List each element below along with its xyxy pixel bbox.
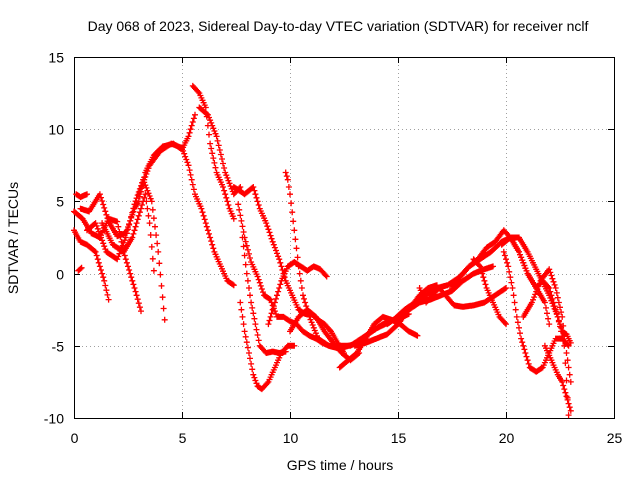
series-arc-14 bbox=[239, 234, 289, 356]
data-point bbox=[287, 306, 363, 364]
series-arc-22 bbox=[416, 285, 509, 310]
series-arc-3 bbox=[73, 191, 90, 201]
chart-title: Day 068 of 2023, Sidereal Day-to-day VTE… bbox=[88, 18, 589, 34]
x-tick-label: 0 bbox=[71, 430, 79, 446]
x-tick-label: 5 bbox=[179, 430, 187, 446]
data-point bbox=[239, 234, 289, 356]
series-arc-17 bbox=[287, 306, 363, 364]
x-tick-label: 10 bbox=[283, 430, 299, 446]
x-tick-label: 20 bbox=[499, 430, 515, 446]
series-arc-27 bbox=[520, 266, 574, 385]
y-tick-label: -10 bbox=[44, 411, 64, 427]
data-point bbox=[282, 169, 412, 352]
data-point bbox=[99, 191, 157, 274]
y-tick-label: 5 bbox=[56, 194, 64, 210]
series-arc-16 bbox=[282, 169, 412, 352]
series-arc-24 bbox=[470, 256, 509, 328]
y-tick-label: 15 bbox=[48, 50, 64, 66]
x-tick-label: 15 bbox=[391, 430, 407, 446]
data-point bbox=[196, 104, 244, 198]
data-point bbox=[135, 140, 237, 289]
data-point bbox=[541, 342, 574, 414]
data-point bbox=[73, 191, 90, 201]
series-arc-28 bbox=[541, 342, 574, 414]
series-arc-13 bbox=[237, 299, 298, 393]
series-arc-7 bbox=[99, 191, 157, 274]
x-tick-labels: 0 5 10 15 20 25 bbox=[71, 430, 623, 446]
y-tick-label: -5 bbox=[52, 339, 65, 355]
series-arc-10 bbox=[196, 104, 244, 198]
series-arc-2 bbox=[71, 208, 144, 315]
x-axis-label: GPS time / hours bbox=[287, 457, 394, 473]
data-point bbox=[416, 285, 509, 310]
y-tick-label: 10 bbox=[48, 122, 64, 138]
series-arc-26 bbox=[500, 248, 572, 375]
data-point bbox=[237, 299, 298, 393]
series-arc-19 bbox=[336, 313, 421, 371]
data-point bbox=[75, 264, 85, 274]
data-point bbox=[470, 256, 509, 328]
data-point bbox=[71, 227, 112, 303]
y-axis-label: SDTVAR / TECUs bbox=[5, 182, 21, 294]
data-points bbox=[71, 82, 574, 419]
plot-frame bbox=[74, 57, 615, 419]
y-tick-label: 0 bbox=[56, 267, 64, 283]
series-arc-4 bbox=[75, 264, 85, 274]
x-tick-label: 25 bbox=[607, 430, 623, 446]
series-arc-8 bbox=[135, 140, 237, 289]
data-point bbox=[71, 208, 144, 315]
axis-ticks bbox=[74, 57, 615, 419]
data-point bbox=[336, 313, 421, 371]
data-point bbox=[500, 248, 572, 375]
y-tick-labels: -10 -5 0 5 10 15 bbox=[44, 50, 64, 427]
data-point bbox=[520, 266, 574, 385]
series-arc-1 bbox=[71, 227, 112, 303]
